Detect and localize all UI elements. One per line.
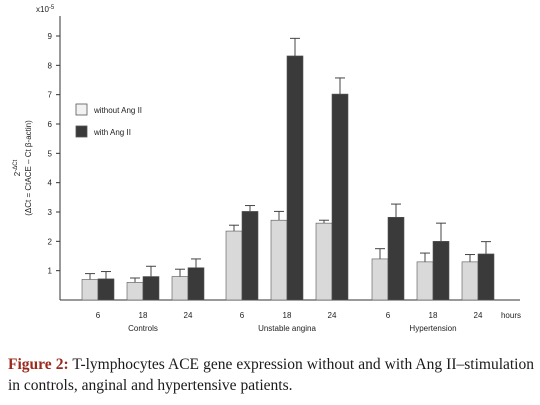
bar-without-ang-ii — [171, 276, 189, 301]
x-tick-label: 6 — [96, 311, 101, 320]
svg-text:(ΔCt = CtACE – Ct β-actin): (ΔCt = CtACE – Ct β-actin) — [24, 120, 33, 216]
x-tick-label: 24 — [184, 311, 193, 320]
bar-with-ang-ii — [187, 267, 205, 301]
legend-item-without-swatch — [75, 103, 88, 116]
x-tick-label: 24 — [328, 311, 337, 320]
bar-without-ang-ii — [126, 282, 144, 301]
bar-without-ang-ii — [81, 279, 99, 301]
group-label: Unstable angina — [258, 324, 316, 333]
x-tick-label: 6 — [386, 311, 391, 320]
bar-without-ang-ii — [371, 258, 389, 301]
y-tick-label: 6 — [48, 120, 53, 129]
y-tick-label: 4 — [48, 179, 53, 188]
bar-with-ang-ii — [477, 253, 495, 301]
group-label: Hypertension — [409, 324, 456, 333]
legend-item-with-label: with Ang II — [93, 128, 131, 137]
y-scale-note: x10-5 — [36, 5, 55, 14]
bar-with-ang-ii — [142, 276, 160, 301]
bar-without-ang-ii — [225, 230, 243, 301]
y-tick-label: 5 — [48, 149, 53, 158]
chart: x10-5 2-ΔCt (ΔCt = CtACE – Ct β-actin) 1… — [13, 5, 521, 333]
x-tick-label: 18 — [139, 311, 148, 320]
legend-item-with-swatch — [75, 125, 88, 138]
y-tick-label: 9 — [48, 32, 53, 41]
y-tick-label: 7 — [48, 91, 53, 100]
legend-item-without-label: without Ang II — [93, 106, 142, 115]
group-label: Controls — [128, 324, 158, 333]
bar-without-ang-ii — [416, 261, 434, 301]
caption-text: T-lymphocytes ACE gene expression withou… — [8, 356, 534, 394]
y-tick-label: 1 — [48, 267, 53, 276]
y-axis-label: 2-ΔCt (ΔCt = CtACE – Ct β-actin) — [13, 120, 33, 216]
x-tick-label: 24 — [474, 311, 483, 320]
x-tick-label: 18 — [283, 311, 292, 320]
x-tick-label: 6 — [240, 311, 245, 320]
bar-with-ang-ii — [97, 278, 115, 301]
bar-with-ang-ii — [241, 211, 259, 301]
bar-with-ang-ii — [286, 55, 304, 301]
y-tick-label: 2 — [48, 237, 53, 246]
svg-text:2-ΔCt: 2-ΔCt — [13, 159, 22, 176]
bar-with-ang-ii — [387, 216, 405, 301]
y-tick-label: 8 — [48, 61, 53, 70]
x-labels: 6 18 24 Controls 6 18 24 Unstable angina 6 18 24 Hy… — [96, 311, 521, 333]
y-tick-label: 3 — [48, 208, 53, 217]
caption-label: Figure 2: — [8, 356, 69, 373]
x-tick-label: 18 — [429, 311, 438, 320]
bar-without-ang-ii — [461, 261, 479, 301]
bars — [81, 37, 495, 301]
x-unit-label: hours — [501, 311, 521, 320]
bar-without-ang-ii — [315, 222, 333, 301]
bar-without-ang-ii — [270, 219, 288, 301]
legend: without Ang II with Ang II — [75, 103, 142, 138]
figure-caption: Figure 2: T-lymphocytes ACE gene express… — [8, 354, 534, 396]
bar-with-ang-ii — [331, 93, 349, 301]
bar-with-ang-ii — [432, 241, 450, 301]
